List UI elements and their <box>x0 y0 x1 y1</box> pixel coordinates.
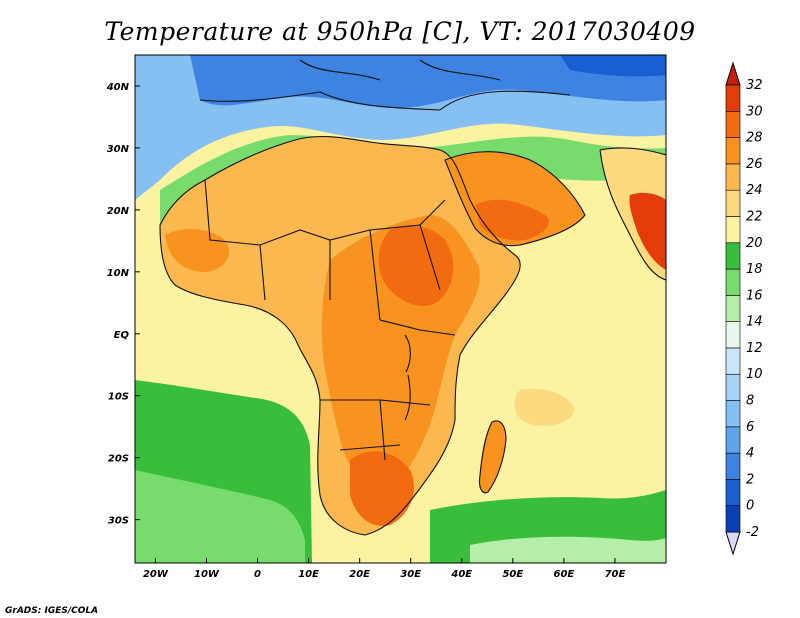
colorbar-segment <box>725 426 741 454</box>
colorbar-segment <box>725 216 741 244</box>
colorbar-segment <box>725 137 741 165</box>
lon-tick-label: 40E <box>450 569 472 580</box>
colorbar-segment <box>725 268 741 296</box>
lat-tick-label: 30N <box>107 144 130 155</box>
colorbar-over-triangle <box>725 61 741 86</box>
colorbar-segment <box>725 452 741 480</box>
colorbar-label: 0 <box>746 499 754 514</box>
coastline-outlines <box>159 59 666 536</box>
lat-tick-label: 10S <box>108 392 129 403</box>
colorbar-segment <box>725 505 741 533</box>
lat-tick-label: 30S <box>108 516 129 527</box>
colorbar-label: 10 <box>746 367 763 382</box>
lat-tick-label: 10N <box>107 268 130 279</box>
lon-tick-label: 0 <box>254 569 261 580</box>
lon-tick-label: 50E <box>502 569 523 580</box>
lon-tick-label: 20E <box>349 569 370 580</box>
colorbar-segment <box>725 84 741 112</box>
lon-tick-label: 10W <box>194 569 220 580</box>
colorbar-label: 30 <box>746 104 763 119</box>
colorbar-label: 6 <box>746 420 754 435</box>
lon-tick-label: 60E <box>554 569 575 580</box>
lon-tick-label: 30E <box>400 569 421 580</box>
colorbar-label: -2 <box>746 525 759 540</box>
colorbar-label: 26 <box>746 157 763 172</box>
lat-tick-label: 40N <box>106 82 130 93</box>
colorbar-label: 16 <box>746 288 763 303</box>
colorbar-segment <box>725 347 741 375</box>
colorbar-label: 22 <box>746 209 763 224</box>
colorbar-label: 28 <box>746 131 763 146</box>
colorbar-segment <box>725 163 741 191</box>
lat-tick-label: EQ <box>114 330 130 341</box>
south-indian-colder-band <box>470 536 666 563</box>
map-title: Temperature at 950hPa [C], VT: 201703040… <box>104 17 695 46</box>
lon-tick-label: 70E <box>605 569 626 580</box>
india-hot <box>629 192 666 270</box>
longitude-axis: 20W 10W 0 10E 20E 30E 40E 50E 60E 70E <box>143 558 626 580</box>
south-atlantic-colder-band <box>135 470 305 563</box>
colorbar-segment <box>725 373 741 401</box>
colorbar-label: 4 <box>746 446 754 461</box>
colorbar-label: 12 <box>746 341 763 356</box>
north-cold-region <box>190 55 666 109</box>
map-frame <box>134 54 667 564</box>
colorbar-label: 8 <box>746 394 754 409</box>
africa-extreme-core <box>378 225 454 307</box>
lat-tick-label: 20N <box>107 206 130 217</box>
colorbar-label: 18 <box>746 262 763 277</box>
colorbar-label: 14 <box>746 315 763 330</box>
lat-tick-label: 20S <box>108 454 129 465</box>
colorbar-segment <box>725 400 741 428</box>
colorbar-label: 32 <box>746 78 763 93</box>
colorbar-segment <box>725 295 741 322</box>
lon-tick-label: 10E <box>298 569 319 580</box>
grads-credit: GrADS: IGES/COLA <box>5 606 98 616</box>
colorbar-label: 2 <box>746 472 754 487</box>
colorbar-segment <box>725 321 741 349</box>
colorbar-segment <box>725 110 741 138</box>
lon-tick-label: 20W <box>143 569 169 580</box>
latitude-axis: 40N 30N 20N 10N EQ 10S 20S 30S <box>106 82 140 527</box>
colorbar-label: 24 <box>746 183 763 198</box>
colorbar-segment <box>725 242 741 270</box>
indian-ocean-warm-patch <box>514 388 575 426</box>
arabia-hot <box>475 199 549 241</box>
temperature-map <box>135 55 666 563</box>
colorbar-label: 20 <box>746 236 763 251</box>
south-africa-hot <box>350 451 414 526</box>
colorbar-segment <box>725 479 741 507</box>
west-africa-hot <box>165 228 229 272</box>
colorbar-segment <box>725 189 741 217</box>
colorbar-under-triangle <box>725 531 741 556</box>
north-coldest-region <box>560 55 666 77</box>
